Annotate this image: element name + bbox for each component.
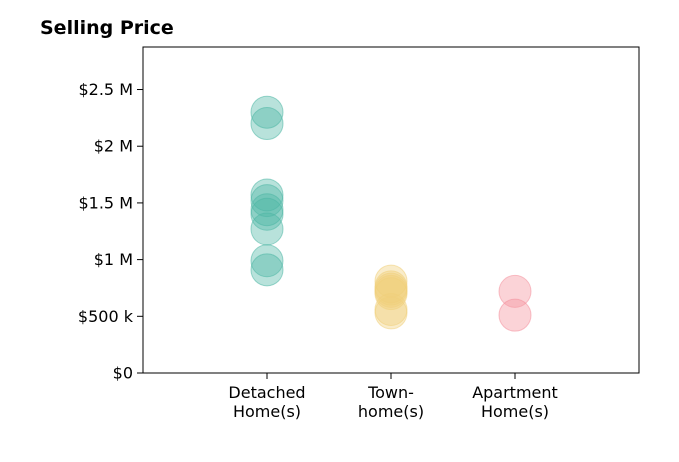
x-tick-label: Apartment Home(s): [472, 383, 558, 421]
data-point: [250, 212, 284, 246]
data-point: [498, 274, 532, 308]
data-point: [250, 107, 284, 141]
data-point: [250, 193, 284, 227]
y-tick-label: $2.5 M: [78, 80, 133, 99]
data-point: [250, 197, 284, 231]
data-point: [374, 296, 408, 330]
y-tick-label: $1.5 M: [78, 193, 133, 212]
y-tick-label: $500 k: [78, 307, 134, 326]
y-tick-label: $1 M: [94, 250, 133, 269]
data-point: [250, 95, 284, 129]
data-point: [498, 298, 532, 332]
y-axis: $0 $500 k $1 M $1.5 M $2 M $2.5 M: [78, 80, 143, 383]
data-point: [250, 184, 284, 218]
x-axis: Detached Home(s) Town-home(s) Apartment Home…: [228, 373, 558, 421]
y-tick-label: $2 M: [94, 137, 133, 156]
data-point: [250, 253, 284, 287]
x-tick-label: Detached Home(s): [228, 383, 305, 421]
x-tick-label: Town-home(s): [358, 383, 424, 421]
y-tick-label: $0: [113, 364, 133, 383]
chart-title: Selling Price: [40, 17, 174, 39]
data-point: [250, 244, 284, 278]
data-points: [250, 95, 532, 332]
